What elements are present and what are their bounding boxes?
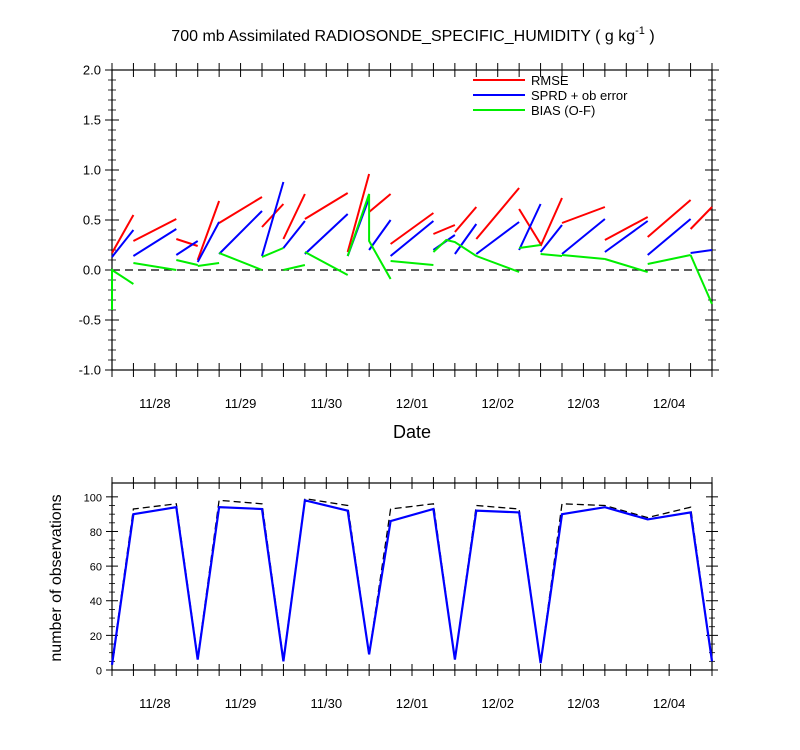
- legend-label: BIAS (O-F): [531, 103, 595, 118]
- series-line-segment: [689, 254, 713, 305]
- series-line-segment: [433, 224, 456, 235]
- series-line-segment: [432, 238, 477, 257]
- series-line-segment: [111, 229, 135, 258]
- series-line-segment: [218, 196, 263, 224]
- x-tick-label: 12/04: [653, 696, 686, 711]
- series-line-segment: [561, 218, 606, 255]
- series-line-segment: [132, 218, 177, 242]
- series-line-segment: [261, 181, 285, 257]
- series-line-segment: [518, 203, 542, 251]
- series-line-segment: [218, 210, 263, 255]
- series-line-segment: [346, 173, 371, 253]
- series-line-segment: [132, 228, 177, 257]
- series-line-segment: [539, 224, 563, 253]
- observations-total-line: [111, 497, 713, 664]
- series-line-segment: [475, 221, 520, 255]
- series-line-segment: [175, 240, 199, 256]
- series-line-segment: [647, 199, 692, 238]
- series-line-segment: [283, 264, 306, 271]
- x-tick-label: 12/03: [567, 396, 600, 411]
- x-tick-label: 12/02: [481, 696, 514, 711]
- series-line-segment: [196, 221, 220, 263]
- series-line-segment: [475, 187, 520, 240]
- series-line-segment: [540, 253, 563, 257]
- x-tick-label: 12/04: [653, 396, 686, 411]
- x-tick-label: 12/03: [567, 696, 600, 711]
- y-tick-label: 1.5: [83, 113, 101, 128]
- series-line-segment: [561, 254, 605, 260]
- x-tick-label: 11/30: [310, 396, 342, 411]
- series-line-segment: [282, 220, 306, 249]
- legend-label: SPRD + ob error: [531, 88, 628, 103]
- series-line-segment: [604, 258, 648, 273]
- y-tick-label: 1.0: [83, 163, 101, 178]
- series-line-segment: [133, 262, 177, 271]
- bottom-plot-area: 0 20 40 60 80 100 11/28 11/29 11/30 12/01 12/02 12/…: [84, 477, 718, 711]
- series-line-segment: [539, 197, 563, 247]
- x-tick-label: 12/02: [481, 396, 514, 411]
- y-tick-label: 0.5: [83, 213, 101, 228]
- series-line-segment: [561, 206, 606, 224]
- series-line-segment: [647, 218, 692, 256]
- series-line-segment: [346, 193, 392, 280]
- observations-assimilated-line: [110, 498, 714, 665]
- series-line-segment: [111, 268, 134, 310]
- series-line-segment: [175, 238, 199, 247]
- chart-title-exponent: -1: [635, 25, 645, 37]
- y-tick-label: -0.5: [79, 313, 101, 328]
- series-line-segment: [389, 220, 435, 257]
- y-tick-label: 0: [96, 666, 102, 678]
- series-line-segment: [368, 193, 392, 213]
- y-tick-label: 40: [90, 596, 102, 608]
- series-line-segment: [604, 216, 649, 241]
- series-line-segment: [454, 206, 478, 233]
- series-line-segment: [689, 206, 713, 230]
- top-plot-area: -1.0 -0.5 0.0 0.5 1.0 1.5 2.0 11/28 11/29 11/30 12…: [79, 63, 719, 411]
- series-line-segment: [196, 200, 221, 261]
- x-tick-label: 11/28: [139, 396, 171, 411]
- x-tick-label: 11/29: [225, 396, 257, 411]
- series-line-segment: [304, 213, 349, 255]
- y-tick-label: 100: [84, 492, 102, 504]
- series-line-segment: [390, 260, 434, 266]
- y-axis-title-bottom: number of observations: [48, 494, 65, 661]
- x-tick-label: 11/29: [225, 696, 257, 711]
- legend-label: RMSE: [531, 73, 569, 88]
- series-line-segment: [604, 220, 649, 253]
- x-tick-label: 11/30: [310, 696, 342, 711]
- x-tick-label: 12/01: [396, 396, 429, 411]
- series-line-segment: [218, 252, 263, 271]
- series-line-segment: [390, 212, 434, 245]
- series-line-segment: [282, 193, 306, 240]
- x-axis-title: Date: [393, 422, 431, 442]
- series-line-segment: [111, 214, 135, 254]
- y-tick-label: 0.0: [83, 263, 101, 278]
- series-line-segment: [368, 219, 392, 251]
- y-tick-label: -1.0: [79, 363, 101, 378]
- series-line-segment: [176, 259, 198, 266]
- plot-frame: [111, 69, 713, 371]
- series-line-segment: [197, 262, 220, 267]
- series-line-segment: [647, 254, 691, 265]
- series-bias-o-f: [111, 193, 713, 310]
- series-line-segment: [261, 247, 284, 258]
- chart-title: 700 mb Assimilated RADIOSONDE_SPECIFIC_H…: [171, 25, 654, 45]
- series-line-segment: [454, 223, 478, 255]
- series-line-segment: [475, 255, 520, 273]
- series-line-segment: [304, 251, 349, 276]
- series-rmse: [111, 173, 713, 261]
- y-tick-label: 2.0: [83, 63, 101, 78]
- y-tick-label: 20: [90, 631, 102, 643]
- x-tick-label: 12/01: [396, 696, 429, 711]
- series-sprd-ob-error: [111, 181, 713, 263]
- y-tick-label: 60: [90, 562, 102, 574]
- x-tick-label: 11/28: [139, 696, 171, 711]
- series-line-segment: [690, 249, 713, 254]
- y-tick-label: 80: [90, 527, 102, 539]
- series-line-segment: [304, 192, 349, 220]
- series-line-segment: [518, 244, 541, 249]
